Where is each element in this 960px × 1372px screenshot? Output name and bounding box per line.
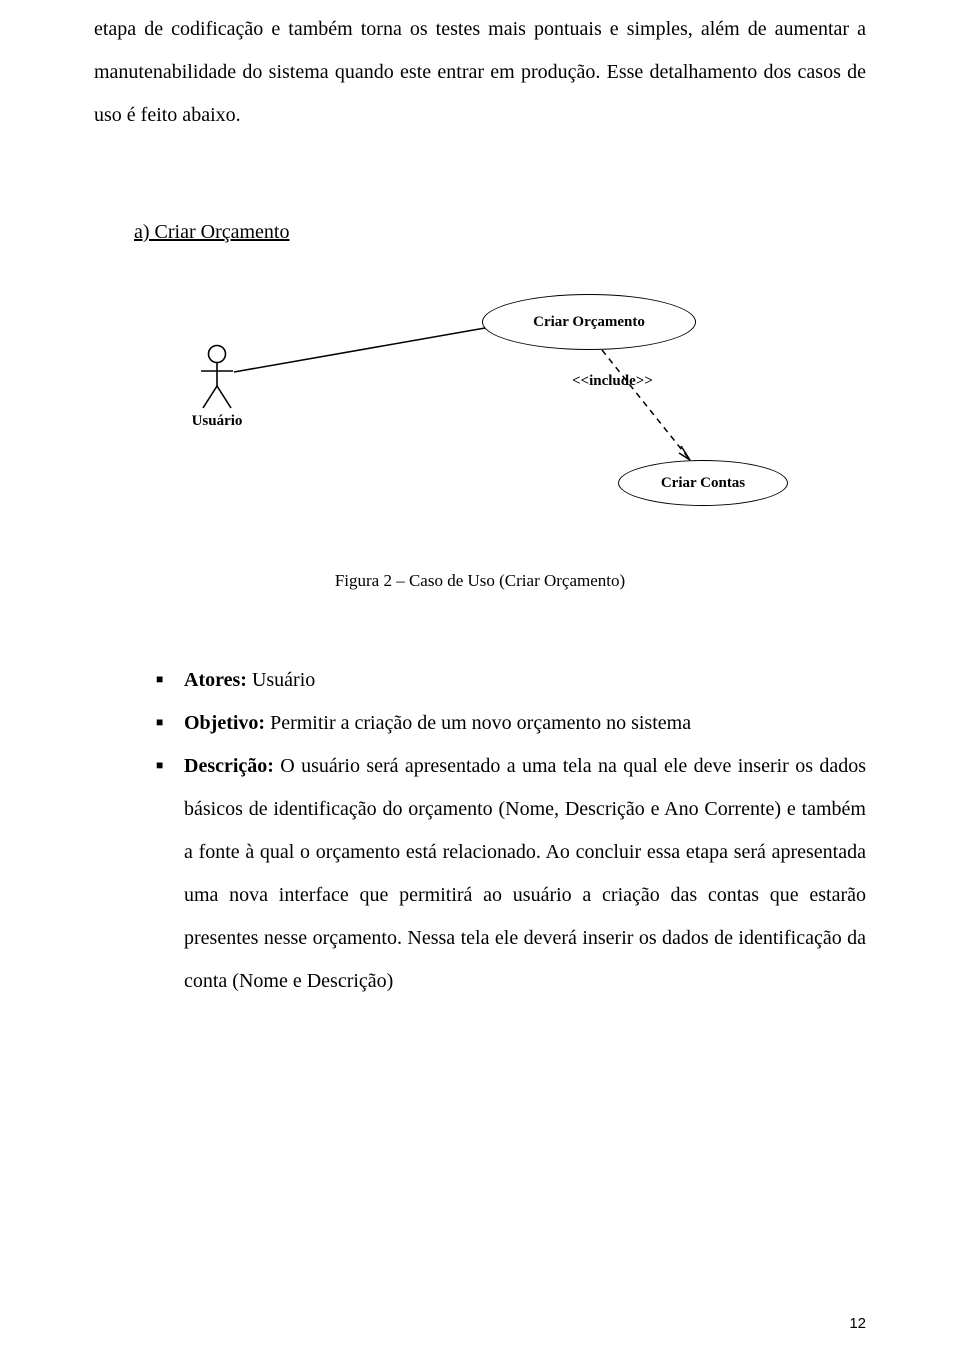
list-label: Descrição:	[184, 755, 274, 777]
usecase-criar-orcamento: Criar Orçamento	[482, 294, 696, 350]
usecase-criar-contas: Criar Contas	[618, 460, 788, 506]
figure-caption: Figura 2 – Caso de Uso (Criar Orçamento)	[94, 571, 866, 591]
page-number: 12	[849, 1315, 866, 1332]
list-text: O usuário será apresentado a uma tela na…	[184, 755, 866, 992]
use-case-diagram: Usuário Criar Orçamento <<include>> Cria…	[172, 286, 792, 526]
list-item: Objetivo: Permitir a criação de um novo …	[156, 702, 866, 745]
list-label: Atores:	[184, 669, 247, 691]
include-stereotype: <<include>>	[572, 373, 653, 390]
list-item: Atores: Usuário	[156, 659, 866, 702]
list-label: Objetivo:	[184, 712, 265, 734]
details-list: Atores: Usuário Objetivo: Permitir a cri…	[94, 659, 866, 1003]
intro-paragraph: etapa de codificação e também torna os t…	[94, 8, 866, 137]
list-text: Usuário	[247, 669, 315, 691]
list-item: Descrição: O usuário será apresentado a …	[156, 745, 866, 1003]
section-heading: a) Criar Orçamento	[134, 221, 866, 244]
list-text: Permitir a criação de um novo orçamento …	[265, 712, 691, 734]
